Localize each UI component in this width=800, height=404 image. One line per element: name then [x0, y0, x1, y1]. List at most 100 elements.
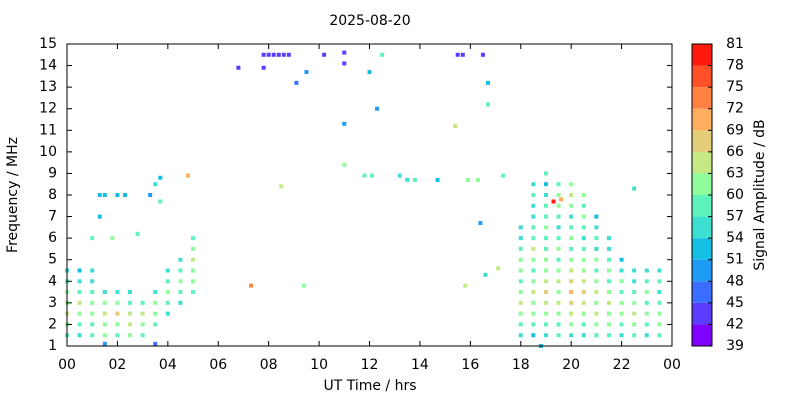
- data-point: [435, 177, 440, 182]
- data-point: [165, 268, 170, 273]
- data-point: [531, 246, 536, 251]
- data-point: [77, 300, 82, 305]
- data-point: [102, 322, 107, 327]
- x-tick-label: 00: [58, 357, 76, 373]
- data-point: [531, 322, 536, 327]
- colorbar-segment: [692, 65, 712, 88]
- data-point: [153, 182, 158, 187]
- data-point: [581, 279, 586, 284]
- colorbar-tick-label: 57: [726, 209, 744, 225]
- colorbar-label: Signal Amplitude / dB: [752, 119, 768, 270]
- colorbar-segment: [692, 87, 712, 109]
- data-point: [581, 246, 586, 251]
- data-point: [556, 268, 561, 273]
- data-point: [77, 311, 82, 316]
- data-point: [110, 236, 115, 241]
- data-point: [485, 80, 490, 85]
- data-point: [77, 268, 82, 273]
- data-point: [501, 173, 506, 178]
- x-tick-label: 12: [361, 357, 379, 373]
- data-point: [632, 300, 637, 305]
- data-point: [191, 246, 196, 251]
- data-point: [153, 322, 158, 327]
- data-point: [90, 311, 95, 316]
- data-point: [397, 173, 402, 178]
- data-point: [531, 279, 536, 284]
- data-point: [556, 225, 561, 230]
- data-point: [556, 333, 561, 338]
- y-tick-label: 13: [39, 79, 57, 95]
- data-point: [90, 279, 95, 284]
- data-point: [606, 300, 611, 305]
- y-tick-label: 4: [48, 273, 57, 289]
- data-point: [644, 333, 649, 338]
- colorbar-tick-label: 48: [726, 273, 744, 289]
- y-tick-label: 10: [39, 144, 57, 160]
- data-point: [102, 333, 107, 338]
- data-point: [279, 184, 284, 189]
- data-point: [606, 257, 611, 262]
- data-point: [594, 257, 599, 262]
- data-point: [632, 333, 637, 338]
- data-point: [286, 52, 291, 57]
- data-point: [531, 236, 536, 241]
- data-point: [556, 203, 561, 208]
- x-tick-label: 08: [260, 357, 278, 373]
- data-point: [569, 225, 574, 230]
- data-point: [140, 333, 145, 338]
- data-point: [518, 257, 523, 262]
- data-point: [135, 231, 140, 236]
- data-point: [569, 236, 574, 241]
- data-point: [594, 236, 599, 241]
- data-point: [115, 311, 120, 316]
- data-point: [619, 257, 624, 262]
- y-tick-label: 11: [39, 122, 57, 138]
- data-point: [77, 322, 82, 327]
- colorbar-segment: [692, 216, 712, 239]
- data-point: [594, 290, 599, 295]
- plot-area: [65, 50, 662, 348]
- colorbar-tick-label: 63: [726, 165, 744, 181]
- data-point: [153, 341, 158, 346]
- data-point: [115, 322, 120, 327]
- data-point: [475, 177, 480, 182]
- data-point: [165, 311, 170, 316]
- data-point: [581, 300, 586, 305]
- data-point: [569, 300, 574, 305]
- colorbar-tick-label: 39: [726, 338, 744, 354]
- data-point: [460, 52, 465, 57]
- x-tick-label: 18: [512, 357, 530, 373]
- data-point: [569, 246, 574, 251]
- colorbar-tick-label: 60: [726, 187, 744, 203]
- x-tick-label: 06: [209, 357, 227, 373]
- data-point: [122, 193, 127, 197]
- data-point: [594, 225, 599, 230]
- y-tick-label: 8: [48, 187, 57, 203]
- x-tick-label: 20: [562, 357, 580, 373]
- data-point: [97, 193, 102, 197]
- data-point: [480, 52, 485, 57]
- data-point: [543, 193, 548, 197]
- data-point: [322, 52, 327, 57]
- data-point: [644, 300, 649, 305]
- data-point: [569, 203, 574, 208]
- data-point: [518, 225, 523, 230]
- colorbar-tick-label: 45: [726, 295, 744, 311]
- data-point: [90, 290, 95, 295]
- data-point: [657, 268, 662, 273]
- data-point: [531, 182, 536, 187]
- data-point: [518, 311, 523, 316]
- chart-title: 2025-08-20: [329, 13, 410, 29]
- x-tick-label: 02: [109, 357, 127, 373]
- colorbar-segment: [692, 195, 712, 217]
- data-point: [483, 272, 488, 277]
- data-point: [271, 52, 276, 57]
- colorbar-tick-label: 54: [726, 230, 744, 246]
- data-point: [281, 52, 286, 57]
- y-tick-label: 6: [48, 230, 57, 246]
- data-point: [90, 268, 95, 273]
- colorbar-tick-label: 81: [726, 36, 744, 52]
- data-point: [128, 290, 133, 295]
- colorbar-segment: [692, 302, 712, 325]
